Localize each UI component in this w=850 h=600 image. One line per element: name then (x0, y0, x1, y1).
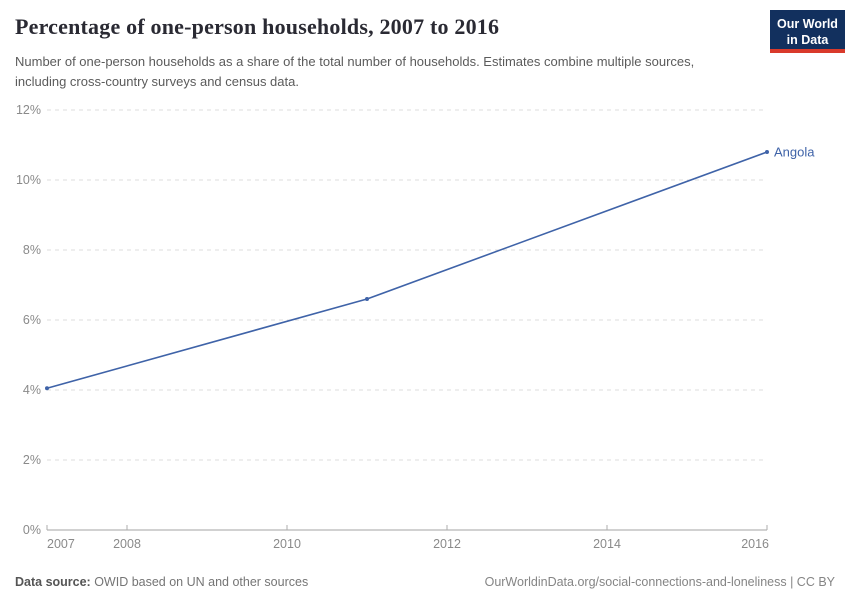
x-axis-label: 2008 (113, 537, 141, 551)
y-axis-label: 8% (23, 243, 41, 257)
series-label[interactable]: Angola (774, 145, 815, 160)
x-axis-label: 2016 (741, 537, 769, 551)
data-point[interactable] (45, 386, 49, 391)
data-line (46, 151, 768, 390)
data-point[interactable] (365, 297, 369, 301)
chart-footer: Data source: OWID based on UN and other … (0, 575, 850, 589)
chart-title: Percentage of one-person households, 200… (15, 14, 500, 39)
x-axis-label: 2007 (47, 537, 75, 551)
data-source-text: OWID based on UN and other sources (90, 575, 309, 589)
y-axis-label: 10% (16, 173, 41, 187)
x-axis-label: 2014 (593, 537, 621, 551)
data-source: Data source: OWID based on UN and other … (15, 575, 308, 589)
data-point[interactable] (765, 150, 769, 154)
x-axis-label: 2010 (273, 537, 301, 551)
y-axis-label: 0% (23, 523, 41, 537)
owid-logo-line2: in Data (786, 33, 829, 48)
x-axis-label: 2012 (433, 537, 461, 551)
owid-logo: Our World in Data (770, 10, 845, 53)
citation: OurWorldinData.org/social-connections-an… (484, 575, 835, 589)
chart-subtitle: Number of one-person households as a sha… (15, 54, 695, 89)
y-axis-label: 6% (23, 313, 41, 327)
data-source-label: Data source: (15, 575, 91, 589)
owid-logo-line1: Our World (777, 17, 838, 31)
y-axis-label: 2% (23, 453, 41, 467)
y-axis-label: 4% (23, 383, 41, 397)
y-axis-label: 12% (16, 103, 41, 117)
